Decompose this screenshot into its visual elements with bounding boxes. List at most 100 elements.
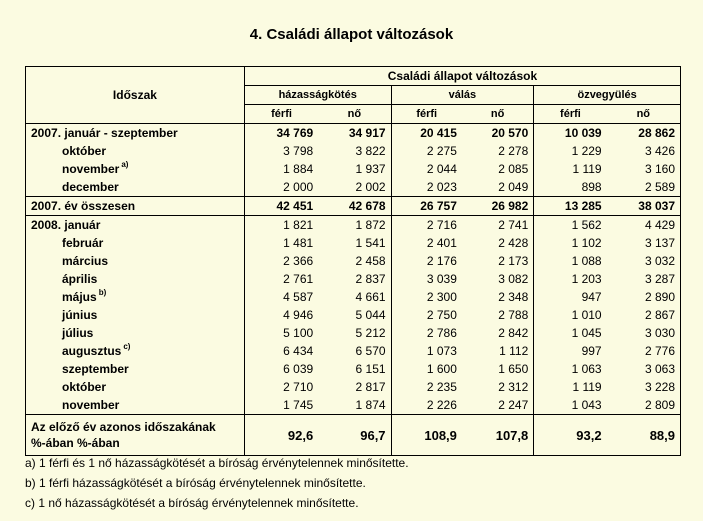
value-cell: 1 010 [571, 307, 602, 322]
value-cell: 1 203 [571, 271, 602, 286]
value-cell: 2 023 [426, 179, 457, 194]
row-label-text: június [62, 307, 98, 322]
group-header-widowhood: özvegyülés [533, 85, 681, 105]
value-cell: 2 173 [461, 252, 535, 270]
footnote-ref: a) [121, 159, 129, 169]
value-cell: 6 039 [283, 361, 314, 376]
table-row: december 2 000 2 002 2 023 2 049 898 2 589 [25, 178, 681, 197]
value-cell: 2 786 [426, 325, 457, 340]
comparison-value: 93,2 [533, 414, 607, 456]
row-label: 2007. január - szeptember [25, 123, 245, 142]
table-row: november a) 1 884 1 937 2 044 2 085 1 119 3 160 [25, 159, 681, 178]
value-cell: 3 228 [644, 379, 675, 394]
value-cell: 2 776 [644, 343, 675, 358]
col-header-male: férfi [244, 104, 319, 124]
value-cell: 3 039 [426, 271, 457, 286]
table-row: április 2 761 2 837 3 039 3 082 1 203 3 287 [25, 270, 681, 288]
value-cell: 1 229 [571, 143, 602, 158]
value-cell: 2 817 [318, 378, 392, 396]
row-label-text: október [62, 379, 107, 394]
table-row: május b) 4 587 4 661 2 300 2 348 947 2 890 [25, 288, 681, 306]
value-cell: 997 [581, 343, 602, 358]
row-label: 2008. január [25, 215, 245, 234]
value-cell: 1 063 [571, 361, 602, 376]
value-cell: 20 415 [420, 125, 457, 140]
group-header-divorce: válás [391, 85, 535, 105]
value-cell: 4 661 [318, 288, 392, 306]
value-cell: 1 119 [572, 161, 602, 176]
value-cell: 26 757 [391, 196, 462, 216]
table-row: szeptember 6 039 6 151 1 600 1 650 1 063 3 063 [25, 360, 681, 378]
value-cell: 42 678 [318, 196, 392, 216]
value-cell: 3 082 [461, 270, 535, 288]
value-cell: 2 842 [461, 324, 535, 342]
row-label-text: november [62, 161, 120, 176]
value-cell: 2 300 [426, 289, 457, 304]
value-cell: 2 710 [283, 379, 314, 394]
comparison-value: 108,9 [391, 414, 462, 456]
comparison-label-line1: Az előző év azonos időszakának [31, 420, 216, 434]
value-cell: 2 235 [426, 379, 457, 394]
value-cell: 2 275 [426, 143, 457, 158]
value-cell: 2 348 [461, 288, 535, 306]
comparison-row: Az előző év azonos időszakának %-ában %-á… [25, 414, 681, 456]
value-cell: 3 137 [644, 235, 675, 250]
value-cell: 3 032 [644, 253, 675, 268]
row-label-text: november [62, 397, 120, 412]
value-cell: 1 821 [244, 215, 319, 234]
value-cell: 4 429 [606, 215, 681, 234]
value-cell: 3 822 [318, 142, 392, 160]
table-row: 2007. január - szeptember 34 769 34 917 20 … [25, 123, 681, 142]
col-header-male: férfi [533, 104, 607, 124]
row-label-text: december [62, 179, 119, 194]
value-cell: 3 030 [644, 325, 675, 340]
table-row: június 4 946 5 044 2 750 2 788 1 010 2 867 [25, 306, 681, 324]
value-cell: 2 085 [461, 160, 535, 178]
value-cell: 4 946 [283, 307, 314, 322]
value-cell: 38 037 [606, 196, 681, 216]
value-cell: 2 044 [426, 161, 457, 176]
value-cell: 1 541 [318, 234, 392, 252]
footnotes: a) 1 férfi és 1 nő házasságkötését a bír… [25, 453, 409, 513]
value-cell: 1 600 [426, 361, 457, 376]
value-cell: 2 750 [426, 307, 457, 322]
footnote-b: b) 1 férfi házasságkötését a bíróság érv… [25, 476, 366, 490]
value-cell: 2 761 [283, 271, 314, 286]
value-cell: 2 401 [426, 235, 457, 250]
row-label: szeptember [25, 360, 245, 378]
value-cell: 898 [581, 179, 602, 194]
table-row: március 2 366 2 458 2 176 2 173 1 088 3 032 [25, 252, 681, 270]
value-cell: 2 809 [644, 397, 675, 412]
comparison-value: 96,7 [318, 414, 392, 456]
value-cell: 1 481 [283, 235, 314, 250]
value-cell: 947 [581, 289, 602, 304]
value-cell: 2 247 [461, 396, 535, 415]
value-cell: 6 151 [318, 360, 392, 378]
row-label-text: április [62, 271, 98, 286]
col-header-female: nő [461, 104, 535, 124]
row-label: május b) [25, 288, 245, 306]
value-cell: 2 226 [426, 397, 457, 412]
value-cell: 1 884 [283, 161, 314, 176]
value-cell: 2 176 [426, 253, 457, 268]
row-label-text: 2007. január - szeptember [31, 125, 178, 140]
value-cell: 2 312 [461, 378, 535, 396]
comparison-label-line2: %-ában %-ában [31, 436, 120, 450]
value-cell: 2 867 [644, 307, 675, 322]
row-label: november a) [25, 159, 245, 178]
table-row: július 5 100 5 212 2 786 2 842 1 045 3 030 [25, 324, 681, 342]
row-label-text: 2007. év összesen [31, 198, 136, 213]
row-label: június [25, 306, 245, 324]
row-label: december [25, 178, 245, 197]
value-cell: 6 570 [318, 342, 392, 360]
row-label-text: augusztus [62, 343, 122, 358]
marital-status-table: Időszak Családi állapot változások házas… [25, 66, 681, 456]
value-cell: 1 088 [571, 253, 602, 268]
period-header: Időszak [25, 66, 245, 124]
footnote-a: a) 1 férfi és 1 nő házasságkötését a bír… [25, 456, 409, 470]
value-cell: 2 788 [461, 306, 535, 324]
value-cell: 2 741 [461, 215, 535, 234]
value-cell: 5 044 [318, 306, 392, 324]
value-cell: 1 937 [318, 160, 392, 178]
footnote-ref: c) [123, 341, 131, 351]
